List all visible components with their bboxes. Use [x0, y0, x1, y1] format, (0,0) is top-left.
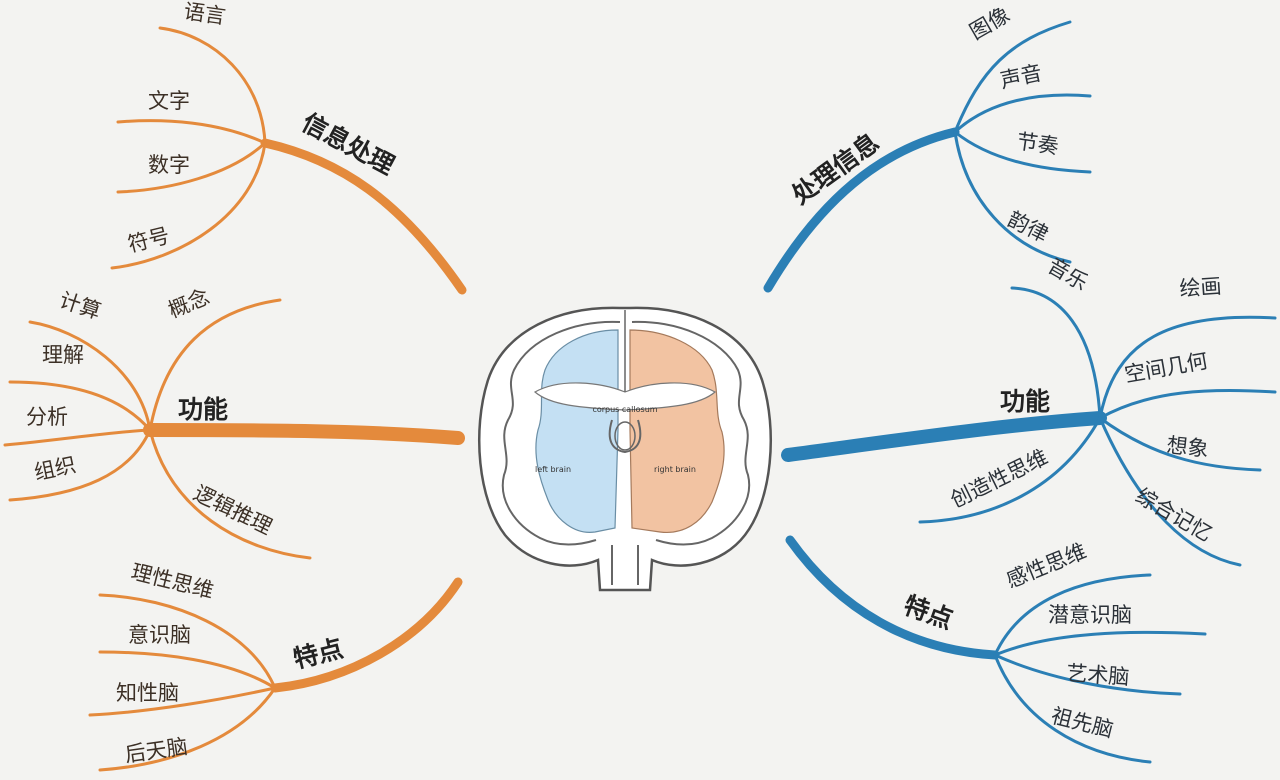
brain-right-label: right brain — [654, 465, 696, 474]
left-function-item-4: 分析 — [26, 405, 68, 429]
left-function-sub-2 — [148, 298, 282, 432]
left-traits-main-branch — [270, 577, 463, 693]
right-function-main-branch — [781, 411, 1107, 462]
left-info-main-branch — [260, 138, 467, 295]
left-info-sub-1 — [158, 26, 267, 145]
left-function-sub-4 — [3, 428, 152, 447]
right-info-sub-3 — [953, 130, 1092, 174]
left-function-item-5: 组织 — [32, 453, 78, 485]
right-branches — [763, 20, 1277, 764]
right-traits-sub-4 — [993, 653, 1152, 764]
right-info-main-branch — [763, 127, 960, 293]
right-info-item-4: 韵律 — [1004, 207, 1052, 247]
brain-illustration: corpus callosum left brain right brain — [477, 306, 773, 592]
left-traits-sub-4 — [98, 686, 277, 772]
left-info-title: 信息处理 — [297, 108, 399, 181]
right-function-item-2: 绘画 — [1179, 274, 1223, 301]
left-function-item-6: 逻辑推理 — [190, 481, 276, 539]
right-info-item-3: 节奏 — [1015, 129, 1060, 159]
left-function-item-3: 理解 — [42, 343, 84, 367]
right-traits-item-3: 艺术脑 — [1066, 661, 1131, 689]
left-traits-sub-1 — [98, 593, 277, 690]
left-function-main-branch — [143, 423, 465, 445]
right-function-item-1: 音乐 — [1044, 254, 1092, 296]
brain-ventricle — [614, 421, 636, 451]
right-info-sub-4 — [953, 130, 1072, 264]
right-traits-item-2: 潜意识脑 — [1048, 603, 1132, 627]
left-function-sub-5 — [8, 428, 152, 502]
right-function-sub-4 — [1098, 416, 1262, 472]
left-info-item-2: 文字 — [148, 89, 190, 113]
left-function-item-2: 概念 — [165, 285, 213, 323]
right-traits-sub-1 — [993, 573, 1152, 657]
right-function-sub-3 — [1098, 388, 1277, 420]
corpus-callosum — [533, 382, 717, 411]
right-traits-item-1: 感性思维 — [1003, 539, 1090, 593]
left-function-sub-3 — [8, 380, 152, 432]
right-info-item-1: 图像 — [966, 3, 1014, 45]
left-function-title: 功能 — [178, 395, 228, 424]
right-function-title: 功能 — [1000, 387, 1050, 416]
left-info-sub-4 — [110, 141, 267, 270]
left-function-sub-1 — [28, 320, 152, 432]
left-info-item-4: 符号 — [125, 223, 172, 256]
left-traits-item-4: 后天脑 — [123, 734, 189, 767]
right-function-sub-5 — [1098, 416, 1242, 567]
right-function-item-5: 综合记忆 — [1132, 484, 1217, 547]
right-hemisphere — [629, 329, 725, 534]
right-function-item-6: 创造性思维 — [947, 445, 1052, 513]
right-function-item-3: 空间几何 — [1123, 349, 1210, 387]
left-info-item-3: 数字 — [148, 153, 190, 177]
left-function-sub-6 — [148, 428, 312, 560]
left-traits-item-3: 知性脑 — [116, 681, 179, 705]
right-function-item-4: 想象 — [1165, 433, 1209, 461]
right-function-sub-1 — [1010, 286, 1102, 420]
right-traits-title: 特点 — [900, 590, 957, 634]
right-info-sub-1 — [953, 20, 1072, 134]
left-traits-sub-3 — [88, 686, 277, 717]
right-info-item-2: 声音 — [998, 61, 1044, 93]
brain-left-label: left brain — [535, 465, 571, 474]
right-function-sub-2 — [1098, 315, 1277, 420]
left-traits-sub-2 — [98, 650, 277, 690]
brain-cortex-line — [501, 320, 751, 546]
right-traits-sub-3 — [993, 653, 1182, 696]
left-traits-title: 特点 — [290, 634, 346, 674]
right-traits-sub-2 — [993, 630, 1207, 657]
left-branches — [3, 26, 467, 772]
left-hemisphere — [535, 329, 619, 533]
brain-stem — [608, 419, 642, 585]
left-info-sub-2 — [116, 119, 267, 145]
left-info-sub-3 — [116, 141, 267, 194]
left-info-item-1: 语言 — [182, 0, 227, 29]
right-info-sub-2 — [953, 93, 1092, 134]
left-traits-item-2: 意识脑 — [128, 623, 191, 647]
right-traits-item-4: 祖先脑 — [1049, 704, 1116, 743]
left-labels: 信息处理 语言 文字 数字 符号 功能 计算 概念 理解 分析 组织 逻辑推理 … — [26, 0, 399, 767]
brain-corpus-label: corpus callosum — [592, 405, 657, 414]
left-traits-item-1: 理性思维 — [129, 560, 216, 604]
right-traits-main-branch — [785, 535, 1000, 660]
left-function-item-1: 计算 — [56, 288, 103, 324]
right-function-sub-6 — [918, 416, 1102, 524]
